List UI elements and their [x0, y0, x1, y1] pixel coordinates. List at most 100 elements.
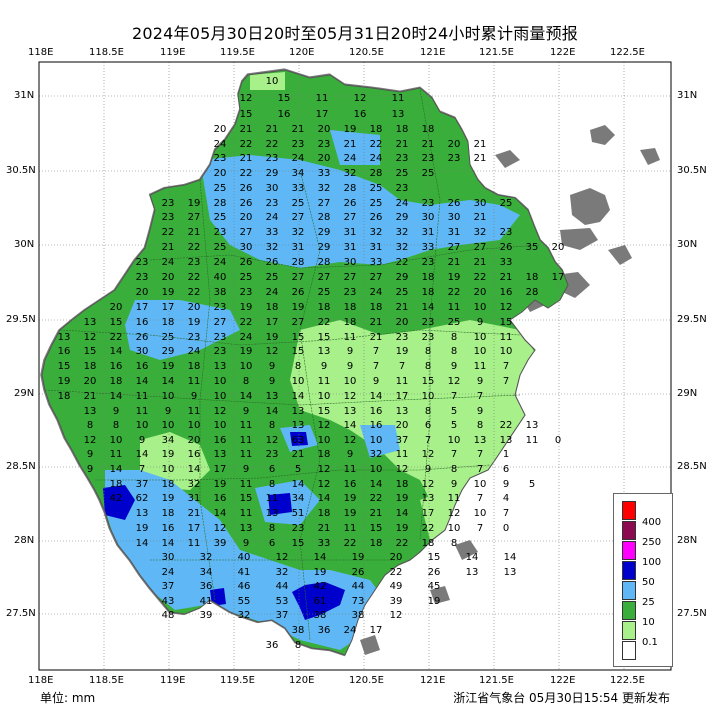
rainfall-value: 9	[451, 361, 457, 372]
rainfall-value: 10	[370, 435, 383, 446]
rainfall-value: 16	[136, 317, 149, 328]
rainfall-value: 10	[188, 420, 201, 431]
rainfall-value: 24	[292, 153, 305, 164]
rainfall-value: 18	[318, 508, 331, 519]
rainfall-value: 23	[422, 317, 435, 328]
rainfall-value: 17	[266, 317, 279, 328]
legend-swatch	[622, 501, 636, 520]
lon-tick-bottom: 118.5E	[89, 675, 124, 686]
rainfall-value: 8	[477, 420, 483, 431]
rainfall-value: 12	[344, 435, 357, 446]
lon-tick-top: 119.5E	[220, 47, 255, 58]
rainfall-value: 6	[425, 420, 431, 431]
rainfall-value: 23	[448, 153, 461, 164]
rainfall-value: 22	[240, 168, 253, 179]
rainfall-value: 8	[451, 332, 457, 343]
rainfall-value: 14	[370, 479, 383, 490]
rainfall-value: 10	[292, 376, 305, 387]
rainfall-value: 16	[110, 361, 123, 372]
rainfall-value: 22	[240, 139, 253, 150]
rainfall-value: 19	[344, 124, 357, 135]
rainfall-value: 10	[422, 391, 435, 402]
rainfall-value: 19	[162, 361, 175, 372]
rainfall-value: 16	[370, 406, 383, 417]
rainfall-value: 7	[373, 361, 379, 372]
rainfall-value: 26	[266, 257, 279, 268]
rainfall-value: 14	[422, 302, 435, 313]
rainfall-value: 10	[214, 391, 227, 402]
rainfall-value: 19	[162, 493, 175, 504]
rainfall-value: 13	[344, 406, 357, 417]
rainfall-value: 12	[500, 302, 513, 313]
rainfall-value: 10	[474, 508, 487, 519]
legend-swatch	[622, 581, 636, 600]
rainfall-value: 12	[390, 610, 403, 621]
rainfall-value: 22	[370, 493, 383, 504]
legend-label: 0.1	[642, 637, 658, 648]
rainfall-value: 14	[266, 406, 279, 417]
rainfall-value: 21	[422, 139, 435, 150]
rainfall-value: 11	[188, 538, 201, 549]
lat-tick-left: 29.5N	[6, 314, 36, 325]
rainfall-value: 9	[373, 376, 379, 387]
rainfall-value: 19	[448, 272, 461, 283]
rainfall-value: 17	[316, 109, 329, 120]
rainfall-value: 39	[200, 610, 213, 621]
rainfall-value: 20	[110, 302, 123, 313]
rainfall-value: 23	[422, 257, 435, 268]
rainfall-value: 8	[425, 346, 431, 357]
rainfall-value: 19	[240, 302, 253, 313]
rainfall-value: 10	[240, 361, 253, 372]
rainfall-value: 19	[214, 479, 227, 490]
rainfall-value: 21	[240, 153, 253, 164]
rainfall-value: 23	[266, 449, 279, 460]
rainfall-value: 13	[500, 435, 513, 446]
rainfall-value: 32	[396, 242, 409, 253]
rainfall-value: 38	[314, 610, 327, 621]
rainfall-value: 7	[503, 361, 509, 372]
rainfall-value: 12	[422, 479, 435, 490]
rainfall-value: 12	[84, 435, 97, 446]
rainfall-value: 28	[370, 168, 383, 179]
rainfall-value: 7	[139, 464, 145, 475]
rainfall-value: 33	[370, 257, 383, 268]
rainfall-value: 30	[344, 257, 357, 268]
rainfall-value: 20	[448, 139, 461, 150]
rainfall-value: 44	[352, 581, 365, 592]
rainfall-value: 21	[370, 508, 383, 519]
rainfall-value: 15	[292, 538, 305, 549]
rainfall-value: 32	[266, 242, 279, 253]
rainfall-value: 15	[422, 376, 435, 387]
rainfall-value: 25	[370, 198, 383, 209]
rainfall-value: 24	[188, 346, 201, 357]
legend-label: 50	[642, 577, 655, 588]
rainfall-value: 41	[200, 596, 213, 607]
rainfall-value: 10	[214, 376, 227, 387]
rainfall-value: 38	[292, 625, 305, 636]
rainfall-value: 15	[370, 523, 383, 534]
rainfall-value: 23	[214, 302, 227, 313]
rainfall-value: 7	[477, 523, 483, 534]
rainfall-value: 7	[503, 376, 509, 387]
rainfall-value: 11	[344, 523, 357, 534]
rainfall-value: 19	[266, 332, 279, 343]
rainfall-value: 18	[370, 302, 383, 313]
rainfall-value: 22	[240, 317, 253, 328]
lat-tick-right: 29N	[677, 388, 698, 399]
rainfall-value: 38	[214, 287, 227, 298]
rainfall-value: 10	[344, 376, 357, 387]
lat-tick-left: 30.5N	[6, 165, 36, 176]
rainfall-value: 18	[318, 449, 331, 460]
rainfall-value: 22	[474, 272, 487, 283]
rainfall-value: 9	[191, 391, 197, 402]
rainfall-value: 23	[240, 287, 253, 298]
rainfall-value: 19	[136, 523, 149, 534]
rainfall-value: 5	[451, 406, 457, 417]
rainfall-value: 17	[162, 302, 175, 313]
legend-label: 250	[642, 537, 662, 548]
lat-tick-right: 27.5N	[677, 608, 707, 619]
rainfall-value: 27	[292, 212, 305, 223]
rainfall-value: 21	[396, 302, 409, 313]
rainfall-value: 26	[240, 198, 253, 209]
rainfall-value: 25	[214, 242, 227, 253]
